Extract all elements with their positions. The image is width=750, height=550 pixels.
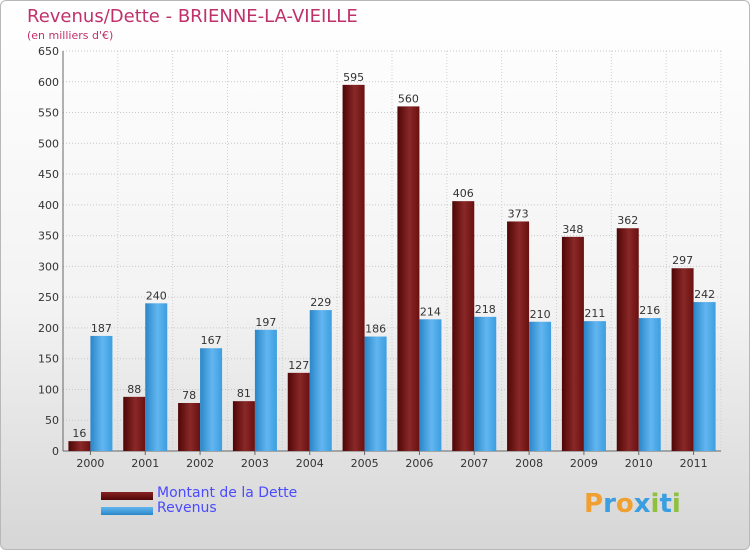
data-label-revenue-2009: 211: [584, 307, 605, 320]
y-tick-label: 600: [38, 76, 59, 89]
bar-debt-2002: [178, 403, 201, 451]
y-tick-label: 550: [38, 107, 59, 120]
data-label-debt-2000: 16: [72, 427, 86, 440]
bar-debt-2008: [507, 221, 530, 451]
y-tick-label: 150: [38, 353, 59, 366]
logo-letter: r: [603, 489, 616, 519]
bar-revenue-2009: [583, 321, 606, 451]
data-label-debt-2002: 78: [182, 389, 196, 402]
data-label-revenue-2006: 214: [420, 305, 441, 318]
proxiti-logo: Proxiti: [584, 489, 681, 519]
y-tick-label: 450: [38, 168, 59, 181]
bar-revenue-2010: [638, 318, 661, 451]
y-tick-label: 500: [38, 137, 59, 150]
data-label-debt-2004: 127: [288, 359, 309, 372]
x-tick-label-2010: 2010: [625, 457, 653, 470]
bar-debt-2009: [561, 236, 584, 451]
data-label-debt-2007: 406: [453, 187, 474, 200]
data-label-revenue-2002: 167: [201, 334, 222, 347]
bar-debt-2005: [342, 84, 365, 451]
legend-label-revenue: Revenus: [157, 500, 217, 516]
data-label-debt-2005: 595: [343, 71, 364, 84]
bar-revenue-2003: [254, 329, 277, 451]
data-label-revenue-2010: 216: [639, 304, 660, 317]
bar-revenue-2011: [693, 302, 716, 451]
bar-debt-2000: [68, 441, 91, 451]
bar-revenue-2006: [419, 319, 442, 451]
bar-debt-2003: [232, 401, 255, 451]
x-tick-label-2011: 2011: [680, 457, 708, 470]
bar-revenue-2002: [200, 348, 223, 451]
x-tick-label-2001: 2001: [131, 457, 159, 470]
data-label-revenue-2003: 197: [255, 316, 276, 329]
legend-swatch-debt: [101, 492, 153, 500]
data-label-revenue-2005: 186: [365, 323, 386, 336]
y-tick-label: 100: [38, 383, 59, 396]
data-label-revenue-2007: 218: [475, 303, 496, 316]
bar-debt-2010: [616, 228, 639, 451]
data-label-debt-2011: 297: [672, 254, 693, 267]
legend-label-debt: Montant de la Dette: [157, 485, 298, 501]
logo-letter: i: [671, 489, 681, 519]
data-label-debt-2009: 348: [562, 223, 583, 236]
y-tick-label: 200: [38, 322, 59, 335]
data-label-debt-2006: 560: [398, 92, 419, 105]
data-label-debt-2003: 81: [237, 387, 251, 400]
bar-revenue-2004: [309, 310, 332, 451]
bar-debt-2004: [287, 372, 310, 451]
legend-swatch-revenue: [101, 507, 153, 515]
logo-letter: P: [584, 489, 604, 519]
chart-subtitle: (en milliers d'€): [27, 29, 114, 42]
data-label-revenue-2000: 187: [91, 322, 112, 335]
data-label-debt-2001: 88: [127, 383, 141, 396]
x-tick-label-2009: 2009: [570, 457, 598, 470]
data-label-revenue-2001: 240: [146, 289, 167, 302]
y-tick-label: 0: [52, 445, 59, 458]
data-label-revenue-2004: 229: [310, 296, 331, 309]
y-tick-label: 250: [38, 291, 59, 304]
data-label-revenue-2011: 242: [694, 288, 715, 301]
bar-revenue-2005: [364, 336, 387, 451]
bar-revenue-2001: [145, 303, 168, 451]
bar-debt-2007: [452, 201, 475, 451]
x-tick-label-2005: 2005: [351, 457, 379, 470]
bar-revenue-2008: [529, 321, 552, 451]
y-tick-label: 650: [38, 45, 59, 58]
bar-revenue-2007: [474, 316, 497, 451]
x-tick-label-2007: 2007: [460, 457, 488, 470]
x-tick-label-2008: 2008: [515, 457, 543, 470]
chart-title: Revenus/Dette - BRIENNE-LA-VIEILLE: [27, 6, 358, 27]
logo-letter: x: [633, 489, 651, 519]
logo-letter: i: [650, 489, 660, 519]
y-tick-label: 50: [45, 414, 59, 427]
logo-letter: o: [615, 489, 634, 519]
x-tick-label-2003: 2003: [241, 457, 269, 470]
bar-revenue-2000: [90, 335, 113, 451]
bar-debt-2011: [671, 268, 694, 451]
x-tick-label-2000: 2000: [76, 457, 104, 470]
y-tick-label: 350: [38, 230, 59, 243]
x-tick-label-2004: 2004: [296, 457, 324, 470]
x-tick-label-2006: 2006: [405, 457, 433, 470]
bar-debt-2001: [123, 396, 146, 451]
data-label-debt-2008: 373: [508, 207, 529, 220]
y-tick-label: 300: [38, 260, 59, 273]
logo-letter: t: [659, 489, 672, 519]
y-tick-label: 400: [38, 199, 59, 212]
data-label-debt-2010: 362: [617, 214, 638, 227]
data-label-revenue-2008: 210: [530, 308, 551, 321]
x-tick-label-2002: 2002: [186, 457, 214, 470]
bar-debt-2006: [397, 106, 420, 451]
